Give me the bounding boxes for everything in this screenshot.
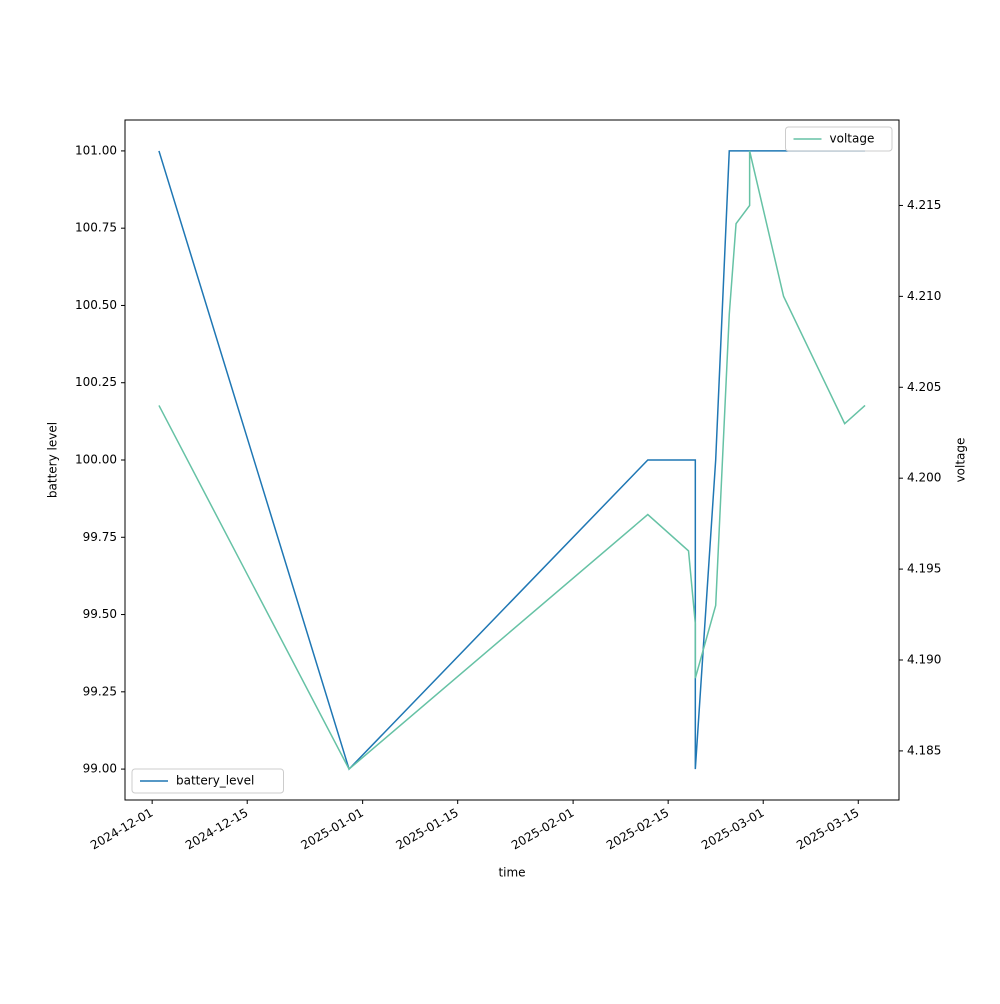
y-tick-label: 101.00: [75, 143, 117, 157]
y-tick-label: 99.25: [83, 684, 117, 698]
plot-frame: [124, 119, 900, 801]
y-axis-label: battery level: [46, 422, 60, 498]
x-tick-label: 2025-01-15: [394, 806, 461, 853]
legend-label: voltage: [830, 132, 875, 146]
x-tick-label: 2024-12-01: [88, 806, 155, 853]
x-axis-label: time: [498, 866, 525, 880]
y2-tick-label: 4.205: [907, 380, 941, 394]
y-tick-label: 100.00: [75, 453, 117, 467]
x-tick-label: 2024-12-15: [183, 806, 250, 853]
y-tick-label: 99.75: [83, 530, 117, 544]
x-tick-label: 2025-01-01: [298, 806, 365, 853]
y2-axis-label: voltage: [954, 438, 968, 483]
y2-tick-label: 4.195: [907, 562, 941, 576]
y-tick-label: 100.75: [75, 221, 117, 235]
y-tick-label: 100.25: [75, 375, 117, 389]
y-tick-label: 99.00: [83, 762, 117, 776]
x-tick-label: 2025-02-15: [604, 806, 671, 853]
legend-box: [131, 768, 284, 794]
y2-tick-label: 4.210: [907, 289, 941, 303]
legend-label: battery_level: [176, 774, 254, 788]
y-tick-label: 100.50: [75, 298, 117, 312]
legend-box: [785, 126, 893, 152]
y2-tick-label: 4.185: [907, 743, 941, 757]
series-line: [158, 150, 866, 771]
y2-tick-label: 4.200: [907, 471, 941, 485]
x-tick-label: 2025-03-01: [699, 806, 766, 853]
x-tick-label: 2025-02-01: [509, 806, 576, 853]
series-line: [158, 150, 866, 771]
y-tick-label: 99.50: [83, 607, 117, 621]
y2-tick-label: 4.190: [907, 653, 941, 667]
y2-tick-label: 4.215: [907, 198, 941, 212]
x-tick-label: 2025-03-15: [794, 806, 861, 853]
